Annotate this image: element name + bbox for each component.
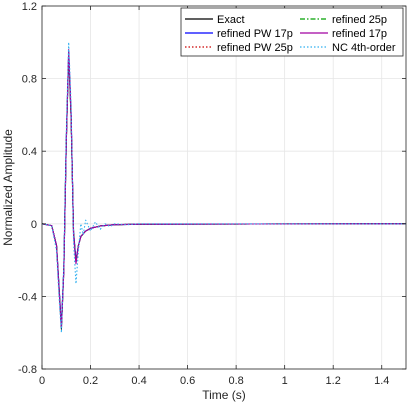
x-tick-label: 0.8 [228, 375, 243, 387]
y-tick-label: 0.4 [22, 146, 37, 158]
legend-label: refined PW 25p [217, 42, 293, 54]
plot-frame [41, 5, 407, 370]
y-tick-label: 0 [31, 219, 37, 231]
legend-label: Exact [217, 14, 245, 26]
y-tick-label: -0.8 [18, 364, 37, 376]
legend-box [180, 7, 404, 57]
y-tick-labels: -0.8 -0.4 0 0.4 0.8 1.2 [18, 1, 37, 376]
x-axis-label: Time (s) [202, 388, 246, 402]
legend-label: refined 17p [332, 28, 387, 40]
y-axis-label: Normalized Amplitude [1, 129, 15, 246]
y-tick-label: -0.4 [18, 291, 37, 303]
legend-label: NC 4th-order [332, 42, 396, 54]
legend-label: refined 25p [332, 14, 387, 26]
x-tick-label: 1.4 [374, 375, 389, 387]
series-lines [41, 41, 407, 334]
legend-label: refined PW 17p [217, 28, 293, 40]
x-tick-label: 0.6 [180, 375, 195, 387]
x-tick-label: 0.4 [131, 375, 146, 387]
y-tick-label: 1.2 [22, 1, 37, 13]
x-tick-labels: 0 0.2 0.4 0.6 0.8 1 1.2 1.4 [39, 375, 389, 387]
x-tick-label: 1.2 [326, 375, 341, 387]
x-tick-label: 0 [39, 375, 45, 387]
x-tick-label: 1 [282, 375, 288, 387]
legend: Exact refined PW 17p refined PW 25p refined… [180, 7, 404, 57]
y-tick-label: 0.8 [22, 74, 37, 86]
x-tick-label: 0.2 [83, 375, 98, 387]
